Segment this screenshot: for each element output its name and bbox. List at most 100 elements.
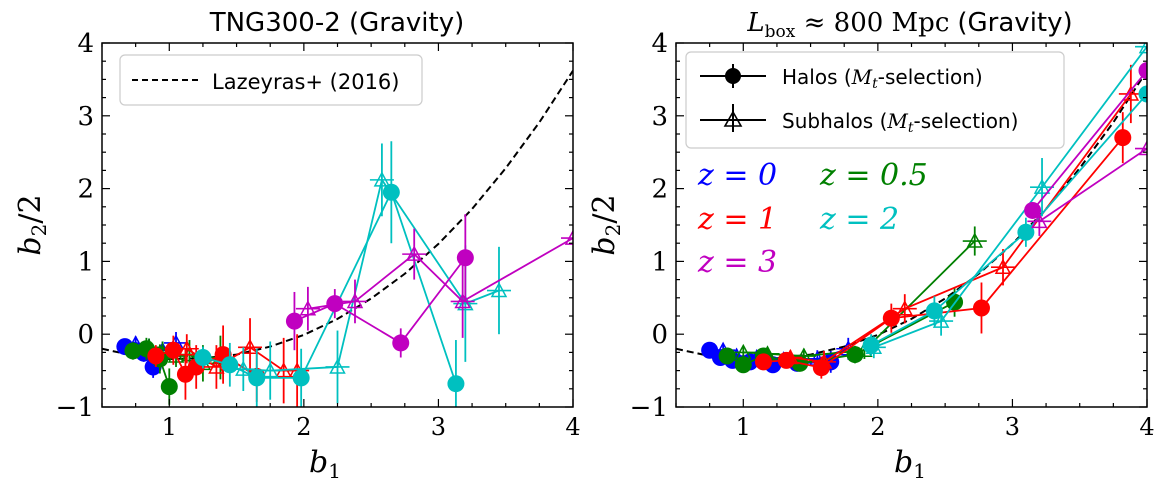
- chart-right-legend: Halos (Mt-selection) Subhalos (Mt-select…: [685, 51, 1065, 149]
- legend-entry-subhalos: Subhalos (Mt-selection): [782, 109, 1018, 136]
- data-point-circle: [1138, 85, 1147, 103]
- chart-left-title: TNG300-2 (Gravity): [209, 8, 465, 38]
- data-point-triangle: [373, 171, 391, 187]
- data-point-triangle: [241, 338, 259, 355]
- data-point-circle: [164, 341, 182, 359]
- data-point-triangle: [932, 312, 950, 328]
- data-point-triangle: [966, 232, 984, 248]
- y-tick-label: 0: [651, 320, 668, 350]
- data-point-triangle: [490, 281, 508, 298]
- series-right-4: [754, 112, 1132, 379]
- y-tick-label: −1: [56, 393, 94, 423]
- y-tick-label: 2: [651, 175, 668, 205]
- series-line: [1038, 147, 1147, 223]
- series-line: [873, 46, 1147, 349]
- data-point-triangle: [299, 300, 317, 316]
- y-tick-label: −1: [630, 393, 668, 423]
- reference-curve-left: [102, 70, 573, 360]
- legend-frame: [119, 54, 423, 106]
- chart-left-axes: 1 2 3 4 −1 0 1 2 3 4: [56, 29, 581, 441]
- data-point-circle: [925, 302, 943, 320]
- data-point-triangle: [235, 360, 252, 376]
- series-right-8: [1024, 62, 1147, 219]
- x-tick-label: 4: [565, 413, 580, 441]
- series-right-6: [862, 85, 1147, 357]
- y-tick-label: 3: [651, 102, 668, 132]
- data-point-circle: [718, 347, 736, 365]
- x-tick-label: 2: [870, 413, 885, 441]
- data-point-triangle: [815, 353, 833, 369]
- data-point-triangle: [1138, 139, 1147, 156]
- series-left-8: [285, 214, 474, 358]
- y-tick-label: 1: [77, 247, 94, 277]
- data-point-triangle: [346, 292, 364, 309]
- series-line: [294, 257, 467, 345]
- chart-right-title: Lbox ≈ 800 Mpc (Gravity): [746, 8, 1072, 42]
- chart-right-plot-area: [676, 43, 1147, 379]
- data-point-triangle: [994, 258, 1012, 274]
- z-label-1: z = 1: [697, 202, 777, 237]
- legend-entry-halos: Halos (Mt-selection): [782, 65, 983, 92]
- series-line: [870, 93, 1147, 346]
- data-point-triangle: [1031, 212, 1048, 229]
- data-point-triangle: [1138, 43, 1147, 54]
- data-point-circle: [734, 356, 752, 374]
- data-point-triangle: [261, 362, 279, 378]
- x-tick-label: 1: [736, 413, 751, 441]
- chart-right-ylabel: b2/2: [587, 194, 625, 255]
- data-point-triangle: [735, 343, 752, 360]
- series-right-9: [1027, 139, 1147, 236]
- data-point-triangle: [865, 338, 883, 355]
- data-point-circle: [754, 353, 772, 371]
- x-tick-label: 3: [1005, 413, 1020, 441]
- y-tick-label: 0: [77, 320, 94, 350]
- chart-right: Lbox ≈ 800 Mpc (Gravity) 1 2 3 4 −1 0 1 2 3 4 b1 b…: [587, 8, 1155, 483]
- series-right-3: [731, 226, 987, 364]
- data-point-circle: [248, 369, 266, 387]
- data-point-circle: [326, 295, 344, 313]
- legend-subhalos-marker-icon: [700, 104, 766, 132]
- x-tick-label: 1: [162, 413, 177, 441]
- y-tick-label: 4: [651, 29, 668, 59]
- y-tick-label: 3: [77, 102, 94, 132]
- z-label-3: z = 3: [697, 245, 777, 280]
- series-line: [202, 189, 457, 384]
- data-point-circle: [447, 375, 465, 393]
- z-label-0-5: z = 0.5: [819, 158, 928, 193]
- data-point-triangle: [405, 245, 423, 261]
- data-point-circle: [1024, 201, 1042, 219]
- legend-frame: [685, 51, 1065, 149]
- series-line: [307, 237, 573, 310]
- data-point-triangle: [782, 348, 799, 365]
- data-point-circle: [194, 348, 212, 366]
- data-point-triangle: [795, 347, 813, 363]
- chart-right-axes: 1 2 3 4 −1 0 1 2 3 4: [630, 29, 1155, 441]
- data-point-circle: [456, 249, 474, 267]
- series-left-6: [194, 141, 465, 407]
- y-tick-label: 1: [651, 247, 668, 277]
- chart-right-xlabel: b1: [894, 445, 926, 483]
- data-point-circle: [160, 378, 178, 396]
- data-point-triangle: [208, 358, 225, 374]
- chart-left-plot-area: [102, 70, 573, 407]
- y-tick-label: 4: [77, 29, 94, 59]
- data-point-circle: [1114, 129, 1132, 147]
- series-right-7: [861, 43, 1147, 359]
- x-tick-label: 2: [296, 413, 311, 441]
- series-line: [1031, 70, 1147, 212]
- data-point-circle: [147, 347, 165, 365]
- chart-left-xlabel: b1: [309, 445, 341, 483]
- data-point-triangle: [564, 229, 573, 245]
- data-point-circle: [392, 334, 410, 352]
- data-point-triangle: [896, 300, 914, 316]
- data-point-circle: [1017, 223, 1035, 241]
- data-point-triangle: [1033, 178, 1051, 194]
- data-point-triangle: [454, 292, 471, 309]
- data-point-triangle: [178, 340, 196, 356]
- x-tick-label: 4: [1139, 413, 1154, 441]
- chart-left-legend: Lazeyras+ (2016): [119, 54, 423, 106]
- z-label-2: z = 2: [819, 202, 899, 237]
- legend-halos-marker-icon: [700, 64, 766, 88]
- legend-entry-lazeyras: Lazeyras+ (2016): [212, 70, 399, 94]
- series-left-9: [295, 228, 573, 338]
